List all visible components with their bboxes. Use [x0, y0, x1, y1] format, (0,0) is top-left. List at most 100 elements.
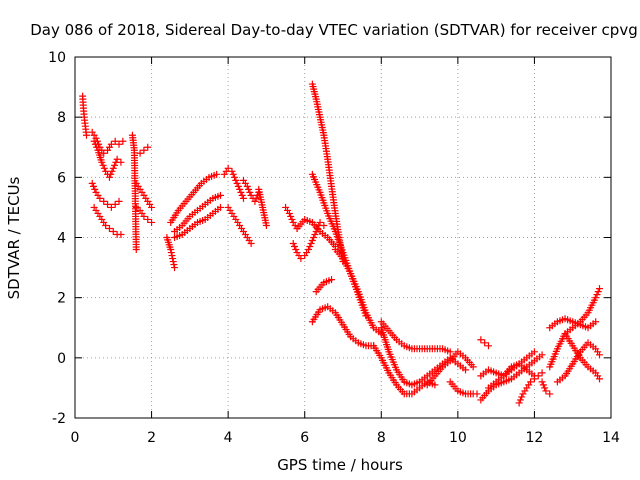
y-tick-label: 8 [57, 110, 66, 126]
data-point [288, 215, 296, 223]
data-point [243, 182, 251, 190]
data-point [98, 158, 106, 166]
data-point [91, 185, 99, 193]
data-point [232, 176, 240, 184]
data-point [216, 203, 224, 211]
data-point [108, 167, 116, 175]
data-point [100, 164, 108, 172]
data-point [109, 227, 117, 235]
data-point [320, 221, 328, 229]
data-point [292, 246, 300, 254]
x-axis-ticks: 0 2 4 6 8 10 12 14 [71, 57, 620, 446]
series-arc-8 [132, 179, 156, 211]
data-point [88, 179, 96, 187]
series-arc-23 [331, 246, 385, 338]
x-tick-label: 0 [71, 430, 80, 446]
data-point [538, 351, 546, 359]
y-axis-ticks: -2 0 2 4 6 8 10 [48, 50, 611, 427]
data-point [596, 285, 604, 293]
data-point [285, 209, 293, 217]
data-point [236, 185, 244, 193]
data-point [111, 200, 119, 208]
data-point [109, 164, 117, 172]
data-point [111, 137, 119, 145]
data-point [234, 182, 242, 190]
data-point [287, 212, 295, 220]
data-point [516, 396, 524, 404]
data-point [308, 237, 316, 245]
series-arc-1 [79, 92, 90, 139]
data-point [593, 291, 601, 299]
y-tick-label: -2 [52, 411, 66, 427]
data-point [117, 158, 125, 166]
data-point [238, 191, 246, 199]
data-point [289, 240, 297, 248]
data-point [477, 336, 485, 344]
data-point [100, 197, 108, 205]
series-arc-18 [282, 203, 301, 232]
series-arc-36 [546, 285, 604, 371]
data-point [119, 137, 127, 145]
data-point [144, 143, 152, 151]
data-point [462, 366, 470, 374]
data-point [311, 230, 319, 238]
series-arc-3 [88, 179, 123, 211]
data-point [530, 375, 538, 383]
x-tick-label: 4 [224, 430, 233, 446]
series-arc-29 [423, 348, 477, 389]
data-point [117, 230, 125, 238]
series-arc-10 [163, 234, 179, 272]
data-point [546, 390, 554, 398]
data-point [171, 264, 179, 272]
x-tick-label: 14 [602, 430, 620, 446]
data-point [252, 194, 260, 202]
series-arc-7 [136, 143, 152, 157]
data-point [90, 182, 98, 190]
data-point [107, 203, 115, 211]
series-arc-12 [171, 191, 224, 235]
data-point [100, 149, 108, 157]
data-point [484, 342, 492, 350]
series-arc-9 [132, 203, 156, 226]
data-point [140, 146, 148, 154]
series-arc-11 [167, 170, 221, 226]
series-arc-35 [515, 369, 546, 407]
data-point [213, 170, 221, 178]
data-point [473, 390, 481, 398]
series-arc-17 [255, 185, 270, 229]
data-point [518, 393, 526, 401]
data-point [596, 375, 604, 383]
series-arc-37 [546, 315, 600, 332]
series-arc-28 [377, 318, 454, 356]
data-point [115, 140, 123, 148]
data-point [169, 258, 177, 266]
data-point [530, 348, 538, 356]
series-arc-27 [377, 324, 470, 389]
y-tick-label: 10 [48, 50, 66, 66]
data-point [539, 381, 547, 389]
data-point [592, 294, 600, 302]
y-tick-label: 4 [57, 231, 66, 247]
data-point [541, 384, 549, 392]
data-point [170, 261, 178, 269]
data-point [305, 246, 313, 254]
data-point [307, 240, 315, 248]
data-point [167, 249, 175, 257]
grid-lines [75, 57, 611, 418]
data-point [115, 197, 123, 205]
data-point [542, 387, 550, 395]
y-axis-label: SDTVAR / TECUs [5, 176, 23, 299]
data-point [148, 203, 156, 211]
data-point [132, 246, 140, 254]
x-tick-label: 2 [147, 430, 156, 446]
data-point [247, 240, 255, 248]
data-point [224, 164, 232, 172]
data-point [228, 167, 236, 175]
series-arc-13 [171, 203, 224, 241]
data-point [262, 221, 270, 229]
data-point [93, 143, 101, 151]
data-point [91, 140, 99, 148]
data-point [431, 381, 439, 389]
data-point [291, 243, 299, 251]
data-point [534, 372, 542, 380]
